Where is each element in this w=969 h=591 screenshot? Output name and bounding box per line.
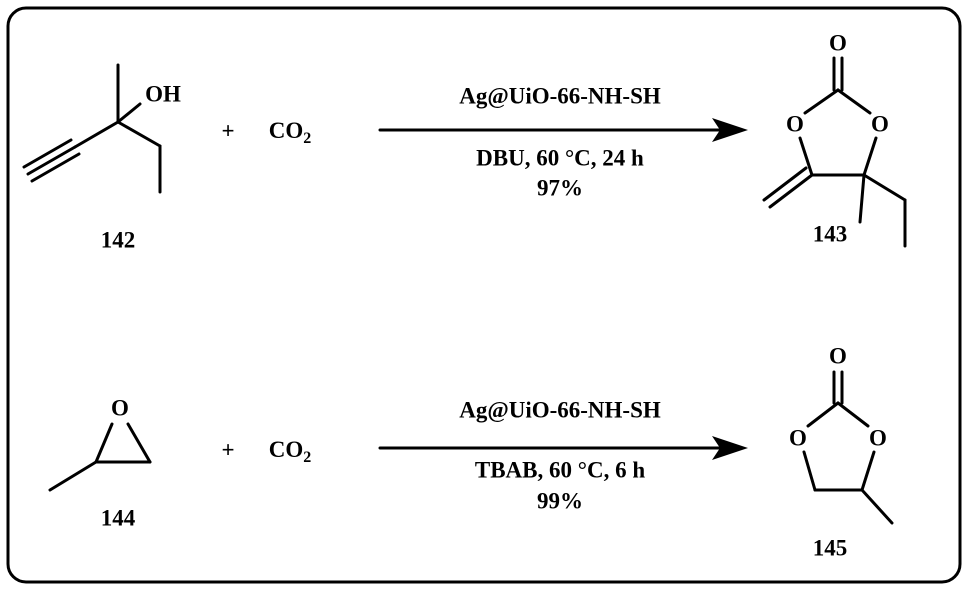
subscript: 2	[303, 449, 311, 466]
atom-label: O	[871, 111, 889, 136]
reagent: Ag@UiO-66-NH-SH	[459, 397, 661, 423]
co2: CO2	[269, 118, 312, 146]
co2: CO2	[269, 437, 312, 465]
plus: +	[221, 437, 234, 462]
molecule-143	[762, 56, 907, 248]
atom-label: O	[111, 395, 129, 420]
arrowhead	[712, 436, 748, 460]
formula: CO	[269, 437, 304, 462]
molecule-145	[802, 370, 894, 525]
molecule-142	[22, 63, 162, 194]
yield: 97%	[537, 175, 583, 200]
subscript: 2	[303, 130, 311, 147]
atom-label: O	[789, 425, 807, 450]
reagent: Ag@UiO-66-NH-SH	[459, 83, 661, 109]
frame	[6, 6, 962, 584]
atom-label: OH	[145, 81, 181, 106]
compound-number: 145	[813, 535, 848, 560]
molecule-144	[48, 422, 152, 492]
compound-number: 142	[101, 227, 136, 252]
conditions: DBU, 60 °C, 24 h	[476, 145, 644, 170]
compound-number: 143	[813, 221, 848, 246]
compound-number: 144	[101, 505, 136, 530]
atom-label: O	[829, 343, 847, 368]
yield: 99%	[537, 488, 583, 513]
arrowhead	[712, 118, 748, 142]
formula: CO	[269, 118, 304, 143]
atom-label: O	[869, 425, 887, 450]
atom-label: O	[829, 30, 847, 55]
atom-label: O	[786, 111, 804, 136]
plus: +	[221, 118, 234, 143]
conditions: TBAB, 60 °C, 6 h	[475, 457, 645, 482]
